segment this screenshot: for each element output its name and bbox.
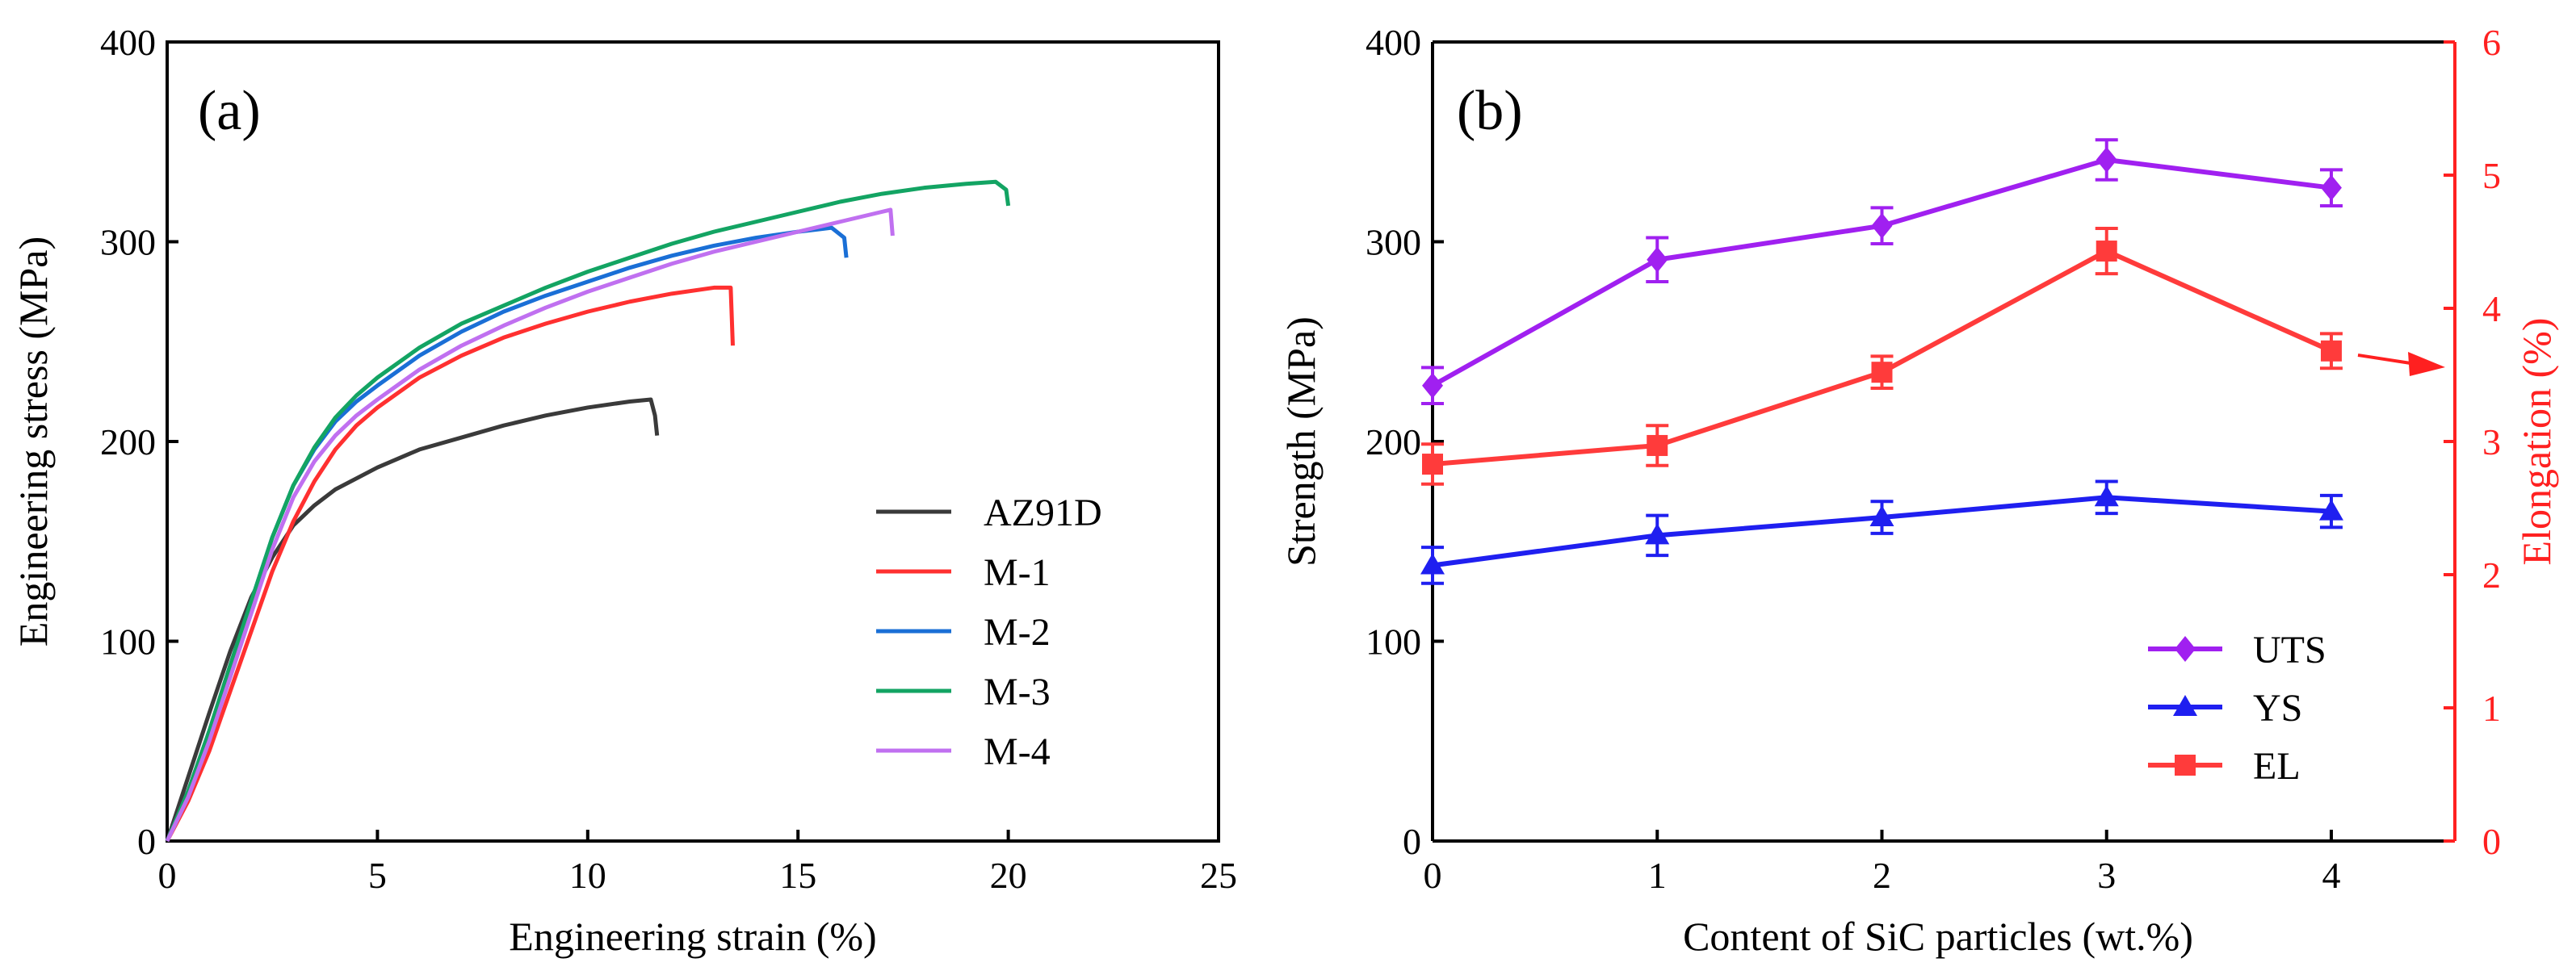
panel-b-y-tick-label: 400	[1366, 22, 1421, 63]
legend-marker-ys	[2173, 695, 2197, 716]
data-point-el	[1871, 362, 1893, 383]
panel-a-y-ticks: 0 100 200 300 400	[100, 22, 178, 862]
panel-b-x-tick-label: 2	[1873, 855, 1891, 896]
panel-b-x-tick-label: 0	[1424, 855, 1442, 896]
panel-a-frame	[166, 40, 1220, 843]
panel-b-y-tick-label: 0	[1403, 821, 1421, 862]
series-line-m-2	[165, 225, 849, 842]
panel-a-x-label: Engineering strain (%)	[509, 914, 876, 959]
legend-marker-uts	[2175, 636, 2196, 662]
series-line-m-1	[165, 285, 735, 843]
panel-a: 0 5 10 15 20 25 0 100 200 300 400 (a) Engineering…	[10, 22, 1237, 959]
panel-b-x-label: Content of SiC particles (wt.%)	[1683, 914, 2193, 959]
legend-label-az91d: AZ91D	[984, 492, 1102, 534]
panel-b-x-tick-label: 1	[1648, 855, 1667, 896]
panel-b-y2-tick-label: 6	[2482, 22, 2501, 63]
panel-a-x-tick-label: 25	[1200, 855, 1237, 896]
data-point-uts	[2096, 147, 2117, 174]
panel-a-y-tick-label: 0	[137, 821, 156, 862]
panel-a-y-tick-label: 400	[100, 22, 156, 63]
panel-b-y2-tick-label: 3	[2482, 421, 2501, 462]
panel-a-x-tick-label: 20	[990, 855, 1027, 896]
data-point-uts	[1871, 212, 1893, 239]
el-arrow	[2357, 352, 2445, 376]
panel-b: 0 1 2 3 4 0 100 200 300 400 0 1 2 3 4 5 6 (b) Content …	[1278, 22, 2559, 959]
panel-b-series	[1420, 138, 2343, 585]
legend-label-m-2: M-2	[984, 611, 1051, 654]
data-point-ys	[1869, 505, 1894, 527]
panel-a-x-tick-label: 10	[569, 855, 606, 896]
panel-a-label: (a)	[198, 80, 261, 142]
panel-b-x-tick-label: 3	[2097, 855, 2116, 896]
series-line-uts	[1431, 157, 2332, 388]
panel-a-x-ticks: 0 5 10 15 20 25	[158, 830, 1237, 896]
data-point-ys	[1645, 523, 1670, 545]
panel-b-y-tick-label: 200	[1366, 421, 1421, 462]
data-point-el	[1422, 454, 1443, 475]
panel-b-y2-tick-label: 5	[2482, 155, 2501, 196]
panel-a-x-tick-label: 15	[779, 855, 816, 896]
panel-a-y-tick-label: 300	[100, 222, 156, 263]
data-point-el	[2320, 340, 2342, 362]
panel-b-y2-tick-label: 0	[2482, 821, 2501, 862]
panel-a-x-tick-label: 5	[368, 855, 387, 896]
panel-a-y-tick-label: 100	[100, 621, 156, 663]
panel-b-legend: UTS YS EL	[2148, 629, 2326, 788]
panel-b-y2-tick-label: 1	[2482, 688, 2501, 729]
panel-b-y-tick-label: 300	[1366, 222, 1421, 263]
data-point-uts	[2320, 174, 2342, 201]
series-line-az91d	[165, 397, 660, 842]
panel-b-y-ticks: 0 100 200 300 400	[1366, 22, 1444, 862]
legend-label-m-1: M-1	[984, 551, 1051, 594]
legend-label-m-3: M-3	[984, 671, 1051, 713]
series-line-m-3	[165, 179, 1011, 842]
panel-a-y-tick-label: 200	[100, 421, 156, 462]
data-point-ys	[1420, 553, 1445, 575]
data-point-uts	[1422, 372, 1443, 399]
series-el	[1421, 227, 2343, 486]
series-line-m-4	[165, 207, 895, 843]
panel-b-x-tick-label: 4	[2322, 855, 2340, 896]
legend-label-el: EL	[2253, 745, 2301, 788]
legend-label-m-4: M-4	[984, 730, 1051, 773]
legend-label-ys: YS	[2253, 687, 2302, 730]
panel-b-y2-ticks: 0 1 2 3 4 5 6	[2444, 22, 2501, 862]
panel-b-label: (b)	[1457, 80, 1523, 142]
legend-label-uts: UTS	[2253, 629, 2326, 672]
panel-b-y2-tick-label: 4	[2482, 288, 2501, 329]
series-ys	[1420, 479, 2343, 585]
series-uts	[1421, 138, 2343, 405]
panel-b-y-tick-label: 100	[1366, 621, 1421, 663]
data-point-ys	[2318, 499, 2343, 521]
data-point-el	[2096, 241, 2117, 262]
legend-marker-el	[2175, 755, 2196, 776]
data-point-ys	[2094, 485, 2119, 507]
panel-b-y-label: Strength (MPa)	[1278, 316, 1324, 567]
panel-b-y2-label: Elongation (%)	[2514, 318, 2559, 566]
panel-a-x-tick-label: 0	[158, 855, 177, 896]
data-point-uts	[1647, 246, 1668, 273]
data-point-el	[1647, 434, 1668, 456]
panel-b-x-ticks: 0 1 2 3 4	[1424, 830, 2340, 896]
panel-a-lines	[165, 179, 1011, 843]
panel-a-y-label: Engineering stress (MPa)	[10, 236, 56, 647]
panel-b-y2-tick-label: 2	[2482, 554, 2501, 596]
panel-a-legend: AZ91D M-1 M-2 M-3 M-4	[876, 492, 1102, 773]
